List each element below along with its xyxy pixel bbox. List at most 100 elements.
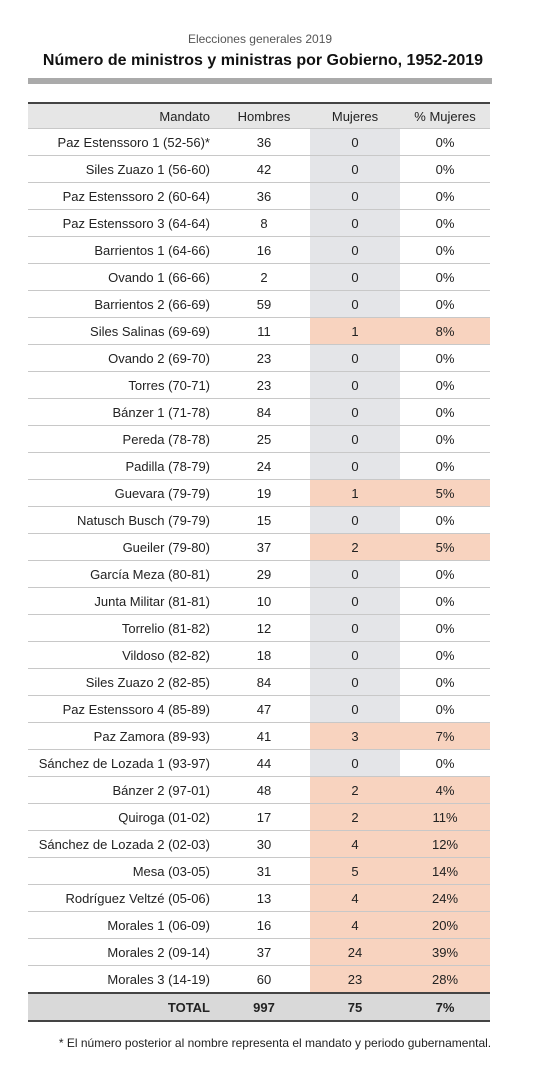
cell: Bánzer 1 (71-78) bbox=[28, 398, 218, 426]
cell: 2 bbox=[310, 776, 400, 804]
cell: 0% bbox=[400, 614, 490, 642]
cell: 0 bbox=[310, 398, 400, 426]
cell: 18 bbox=[218, 641, 310, 669]
cell: % Mujeres bbox=[400, 102, 490, 129]
table-row: Quiroga (01-02) 17 2 11% bbox=[28, 803, 490, 831]
cell: Junta Militar (81-81) bbox=[28, 587, 218, 615]
cell: Ovando 2 (69-70) bbox=[28, 344, 218, 372]
cell: 48 bbox=[218, 776, 310, 804]
cell: Natusch Busch (79-79) bbox=[28, 506, 218, 534]
table-row: Paz Estenssoro 3 (64-64) 8 0 0% bbox=[28, 209, 490, 237]
cell: 23 bbox=[310, 965, 400, 994]
cell: 37 bbox=[218, 938, 310, 966]
table-row: Natusch Busch (79-79) 15 0 0% bbox=[28, 506, 490, 534]
cell: Siles Zuazo 2 (82-85) bbox=[28, 668, 218, 696]
title: Número de ministros y ministras por Gobi… bbox=[42, 52, 484, 69]
cell: Sánchez de Lozada 2 (02-03) bbox=[28, 830, 218, 858]
cell: Siles Salinas (69-69) bbox=[28, 317, 218, 345]
cell: 47 bbox=[218, 695, 310, 723]
total-row: TOTAL 997 75 7% bbox=[28, 992, 490, 1022]
cell: 29 bbox=[218, 560, 310, 588]
table-row: Ovando 1 (66-66) 2 0 0% bbox=[28, 263, 490, 291]
cell: 0 bbox=[310, 371, 400, 399]
cell: 20% bbox=[400, 911, 490, 939]
cell: Mandato bbox=[28, 102, 218, 129]
cell: 0% bbox=[400, 641, 490, 669]
subtitle: Elecciones generales 2019 bbox=[187, 32, 333, 46]
cell: 16 bbox=[218, 236, 310, 264]
cell: 0% bbox=[400, 668, 490, 696]
table: Mandato Hombres Mujeres% Mujeres Paz Estens… bbox=[28, 102, 490, 1022]
cell: 0% bbox=[400, 128, 490, 156]
cell: 0 bbox=[310, 290, 400, 318]
cell: 42 bbox=[218, 155, 310, 183]
cell: 0 bbox=[310, 128, 400, 156]
cell: 0% bbox=[400, 290, 490, 318]
cell: Paz Zamora (89-93) bbox=[28, 722, 218, 750]
table-row: Paz Estenssoro 2 (60-64) 36 0 0% bbox=[28, 182, 490, 210]
table-row: Vildoso (82-82) 18 0 0% bbox=[28, 641, 490, 669]
cell: Barrientos 1 (64-66) bbox=[28, 236, 218, 264]
table-row: Torrelio (81-82) 12 0 0% bbox=[28, 614, 490, 642]
cell: 0 bbox=[310, 155, 400, 183]
cell: Quiroga (01-02) bbox=[28, 803, 218, 831]
cell: 0 bbox=[310, 560, 400, 588]
cell: 0% bbox=[400, 587, 490, 615]
cell: 0 bbox=[310, 587, 400, 615]
cell: 2 bbox=[310, 533, 400, 561]
cell: 0 bbox=[310, 641, 400, 669]
cell: 14% bbox=[400, 857, 490, 885]
cell: 84 bbox=[218, 398, 310, 426]
cell: 0 bbox=[310, 614, 400, 642]
cell: 39% bbox=[400, 938, 490, 966]
cell: 4 bbox=[310, 830, 400, 858]
cell: 0% bbox=[400, 398, 490, 426]
cell: 0 bbox=[310, 182, 400, 210]
cell: 13 bbox=[218, 884, 310, 912]
cell: 24 bbox=[218, 452, 310, 480]
table-row: Gueiler (79-80) 37 2 5% bbox=[28, 533, 490, 561]
table-row: Paz Estenssoro 4 (85-89) 47 0 0% bbox=[28, 695, 490, 723]
table-row: Barrientos 2 (66-69) 59 0 0% bbox=[28, 290, 490, 318]
table-row: Bánzer 1 (71-78) 84 0 0% bbox=[28, 398, 490, 426]
cell: 23 bbox=[218, 344, 310, 372]
cell: 0 bbox=[310, 452, 400, 480]
table-row: Morales 2 (09-14) 37 24 39% bbox=[28, 938, 490, 966]
cell: 12% bbox=[400, 830, 490, 858]
cell: Mujeres bbox=[310, 102, 400, 129]
cell: 12 bbox=[218, 614, 310, 642]
cell: 0 bbox=[310, 236, 400, 264]
cell: 7% bbox=[400, 722, 490, 750]
cell: 4% bbox=[400, 776, 490, 804]
cell: 17 bbox=[218, 803, 310, 831]
cell: 16 bbox=[218, 911, 310, 939]
cell: 1 bbox=[310, 317, 400, 345]
cell: 60 bbox=[218, 965, 310, 994]
table-row: García Meza (80-81) 29 0 0% bbox=[28, 560, 490, 588]
table-row: Ovando 2 (69-70) 23 0 0% bbox=[28, 344, 490, 372]
cell: Morales 2 (09-14) bbox=[28, 938, 218, 966]
cell: TOTAL bbox=[28, 992, 218, 1022]
cell: 59 bbox=[218, 290, 310, 318]
cell: 19 bbox=[218, 479, 310, 507]
cell: 28% bbox=[400, 965, 490, 994]
cell: Hombres bbox=[218, 102, 310, 129]
cell: Padilla (78-79) bbox=[28, 452, 218, 480]
cell: 75 bbox=[310, 992, 400, 1022]
table-row: Guevara (79-79) 19 1 5% bbox=[28, 479, 490, 507]
cell: Torrelio (81-82) bbox=[28, 614, 218, 642]
table-row: Pereda (78-78) 25 0 0% bbox=[28, 425, 490, 453]
table-row: Siles Zuazo 1 (56-60) 42 0 0% bbox=[28, 155, 490, 183]
cell: Morales 3 (14-19) bbox=[28, 965, 218, 994]
cell: 23 bbox=[218, 371, 310, 399]
table-row: Sánchez de Lozada 2 (02-03) 30 4 12% bbox=[28, 830, 490, 858]
table-row: Siles Salinas (69-69) 11 1 8% bbox=[28, 317, 490, 345]
divider bbox=[28, 78, 492, 84]
cell: 44 bbox=[218, 749, 310, 777]
cell: Paz Estenssoro 1 (52-56)* bbox=[28, 128, 218, 156]
table-row: Torres (70-71) 23 0 0% bbox=[28, 371, 490, 399]
cell: Rodríguez Veltzé (05-06) bbox=[28, 884, 218, 912]
footnote: * El número posterior al nombre represen… bbox=[58, 1036, 492, 1050]
cell: 0% bbox=[400, 749, 490, 777]
table-row: Morales 3 (14-19) 60 23 28% bbox=[28, 965, 490, 994]
